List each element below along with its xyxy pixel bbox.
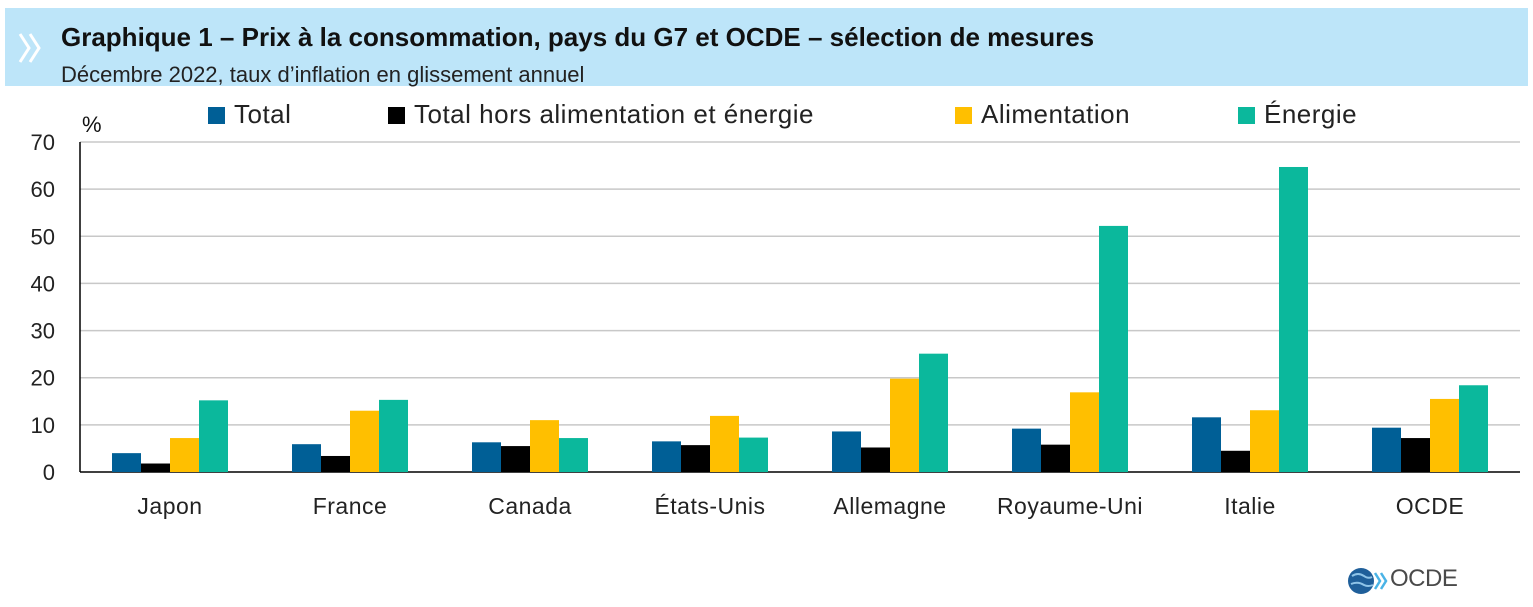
legend-swatch (388, 107, 405, 124)
bar-2 (1041, 444, 1070, 472)
bar-3 (710, 415, 739, 472)
bar-4 (739, 437, 768, 472)
chart-title: Graphique 1 – Prix à la consommation, pa… (61, 22, 1095, 52)
chart-header: Graphique 1 – Prix à la consommation, pa… (5, 8, 1528, 87)
legend-label: Total (234, 99, 291, 129)
legend-label: Total hors alimentation et énergie (414, 99, 814, 129)
bar-2 (501, 446, 530, 472)
bar-3 (350, 410, 379, 472)
bar-3 (890, 378, 919, 472)
bar-4 (1459, 385, 1488, 472)
x-tick-label: France (313, 493, 388, 519)
y-tick-label: 0 (43, 460, 55, 485)
y-tick-label: 50 (31, 224, 55, 249)
bar-3 (1430, 398, 1459, 472)
x-tick-label: Italie (1224, 493, 1276, 519)
chevron-right-icon (18, 33, 41, 63)
bar-4 (919, 353, 948, 472)
x-tick-label: Allemagne (833, 493, 946, 519)
oecd-globe-icon (1348, 568, 1388, 594)
bar-2 (1221, 450, 1250, 472)
bar-3 (1070, 392, 1099, 472)
bar-1 (1192, 417, 1221, 472)
legend-swatch (955, 107, 972, 124)
y-tick-label: 60 (31, 177, 55, 202)
y-tick-label: 20 (31, 366, 55, 391)
bar-2 (681, 445, 710, 472)
legend-swatch (208, 107, 225, 124)
x-tick-label: Canada (488, 493, 572, 519)
bar-4 (559, 438, 588, 472)
bar-3 (530, 420, 559, 472)
legend-label: Alimentation (981, 99, 1130, 129)
bar-4 (1279, 166, 1308, 472)
bar-4 (379, 399, 408, 472)
y-tick-label: 10 (31, 413, 55, 438)
x-tick-label: États-Unis (654, 493, 765, 519)
y-tick-label: 30 (31, 319, 55, 344)
x-tick-label: Japon (137, 493, 202, 519)
oecd-logo-text: OCDE (1390, 565, 1458, 592)
bar-2 (1401, 438, 1430, 472)
bar-4 (199, 400, 228, 472)
legend-swatch (1238, 107, 1255, 124)
y-axis-unit-label: % (82, 112, 102, 137)
bar-1 (832, 431, 861, 472)
bar-3 (1250, 410, 1279, 472)
bar-4 (1099, 225, 1128, 472)
bar-3 (170, 438, 199, 472)
bar-2 (141, 463, 170, 472)
bar-2 (861, 447, 890, 472)
bar-1 (652, 441, 681, 472)
x-tick-label: Royaume-Uni (997, 493, 1143, 519)
bar-1 (1012, 428, 1041, 472)
chart-subtitle: Décembre 2022, taux d’inflation en gliss… (61, 62, 585, 87)
x-tick-label: OCDE (1396, 493, 1464, 519)
bar-2 (321, 455, 350, 472)
bar-1 (472, 442, 501, 472)
y-tick-label: 70 (31, 130, 55, 155)
bar-1 (292, 444, 321, 472)
bar-1 (112, 453, 141, 472)
y-tick-label: 40 (31, 271, 55, 296)
bar-1 (1372, 427, 1401, 472)
legend-label: Énergie (1264, 99, 1357, 129)
